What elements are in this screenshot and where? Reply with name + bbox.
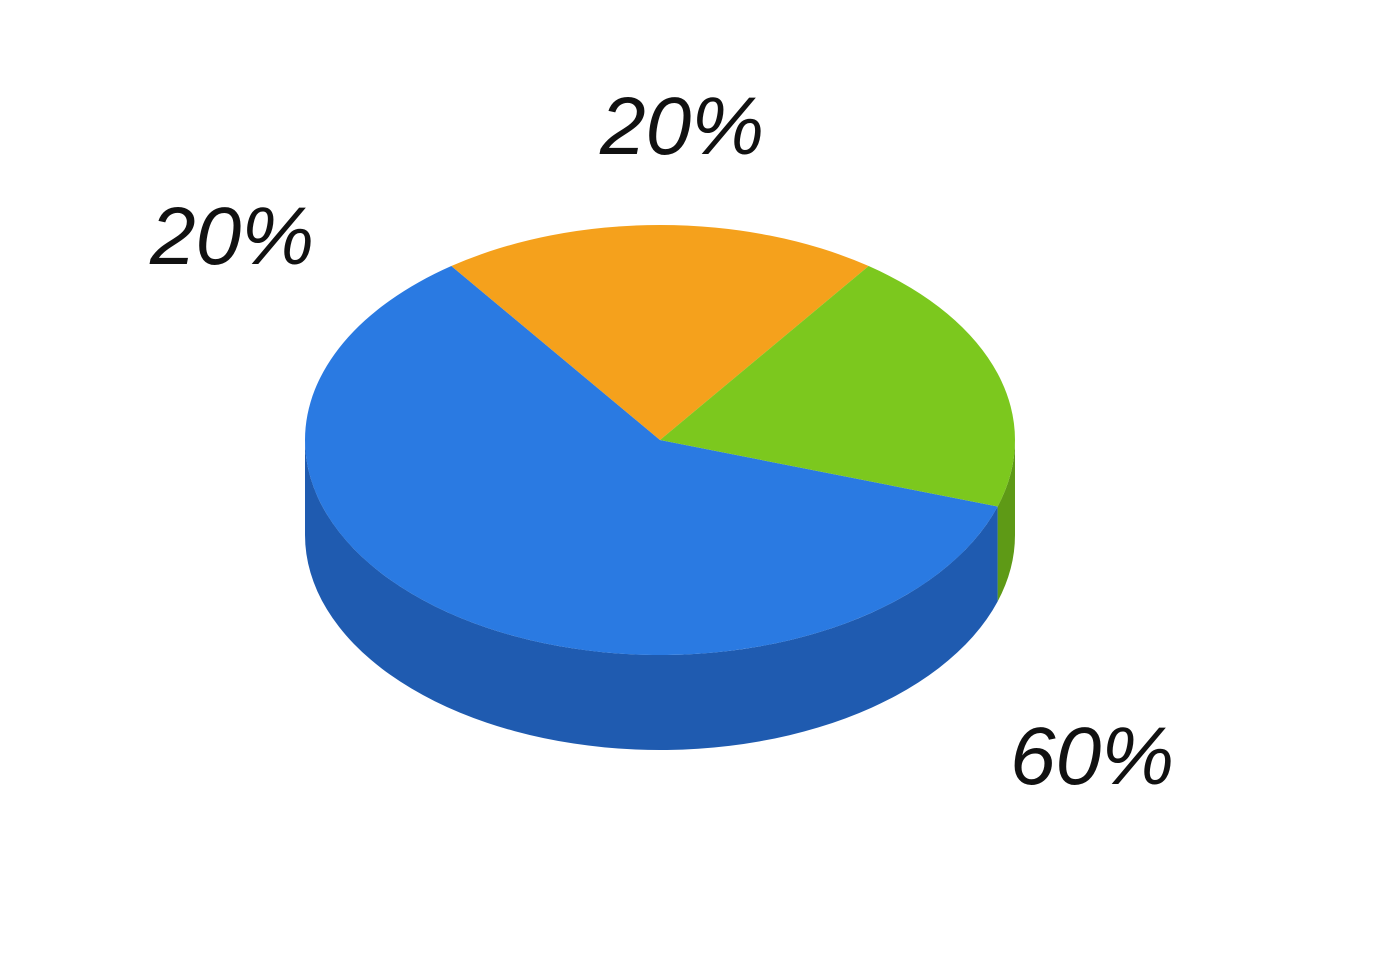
pct-label-blue: 60% xyxy=(1010,710,1174,804)
pie-chart-3d: 20% 20% 60% xyxy=(0,0,1400,980)
pct-label-green: 20% xyxy=(600,80,764,174)
pct-label-orange: 20% xyxy=(150,190,314,284)
